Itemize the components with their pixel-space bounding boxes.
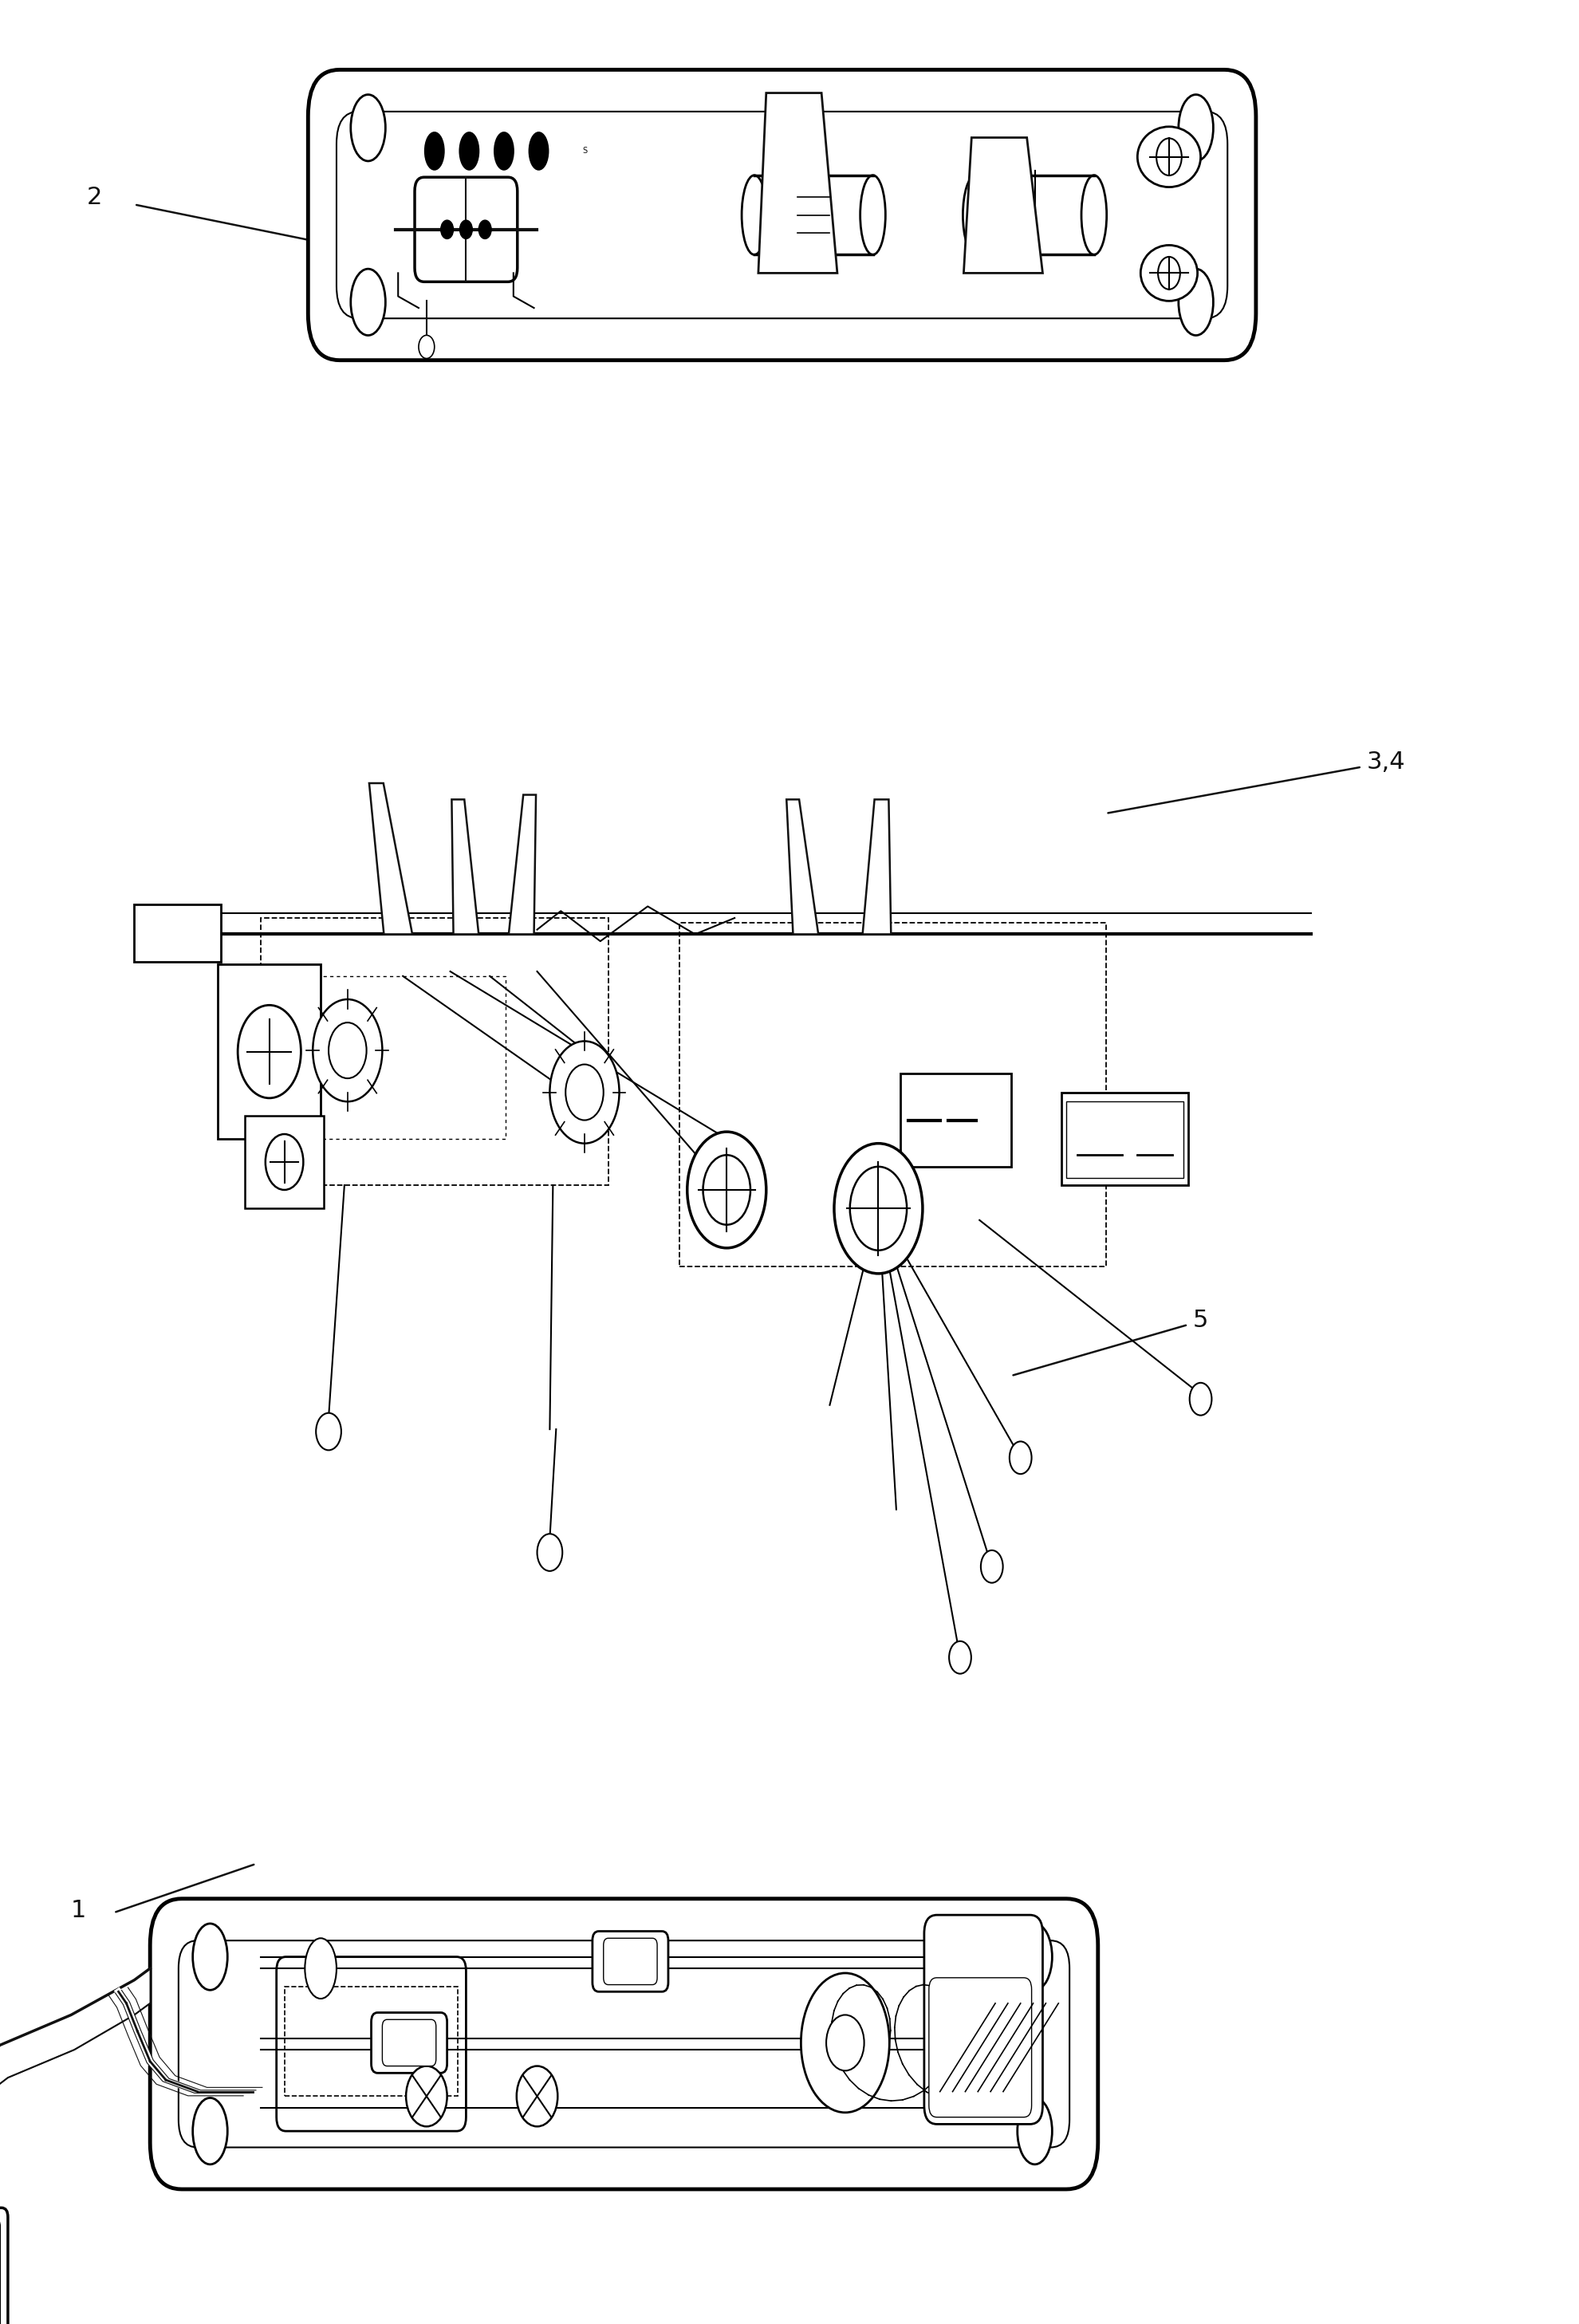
Ellipse shape xyxy=(193,1924,227,1989)
Circle shape xyxy=(1009,1441,1031,1473)
Circle shape xyxy=(981,1550,1003,1583)
FancyBboxPatch shape xyxy=(178,1941,1069,2147)
Bar xyxy=(1066,1102,1183,1178)
Circle shape xyxy=(834,1143,922,1274)
Bar xyxy=(900,1074,1011,1167)
Text: 3,4: 3,4 xyxy=(1366,751,1405,774)
FancyBboxPatch shape xyxy=(592,1931,668,1992)
Polygon shape xyxy=(452,799,478,934)
Polygon shape xyxy=(369,783,412,934)
Circle shape xyxy=(949,1641,971,1673)
Ellipse shape xyxy=(425,132,444,170)
Ellipse shape xyxy=(801,1973,889,2113)
Polygon shape xyxy=(862,799,891,934)
Circle shape xyxy=(850,1167,906,1250)
Bar xyxy=(316,976,505,1139)
Ellipse shape xyxy=(305,1938,336,1999)
FancyBboxPatch shape xyxy=(924,1915,1042,2124)
Circle shape xyxy=(316,1413,341,1450)
Circle shape xyxy=(406,2066,447,2126)
FancyBboxPatch shape xyxy=(336,112,1227,318)
Text: 1: 1 xyxy=(71,1899,87,1922)
FancyBboxPatch shape xyxy=(382,2020,436,2066)
Circle shape xyxy=(237,1004,302,1099)
Circle shape xyxy=(826,2015,864,2071)
Circle shape xyxy=(441,221,453,239)
Bar xyxy=(284,1987,458,2096)
Ellipse shape xyxy=(459,132,478,170)
Bar xyxy=(1061,1092,1187,1185)
Ellipse shape xyxy=(1140,244,1197,300)
Ellipse shape xyxy=(1017,1924,1052,1989)
FancyBboxPatch shape xyxy=(150,1899,1097,2189)
Text: 2: 2 xyxy=(87,186,103,209)
Circle shape xyxy=(703,1155,750,1225)
FancyBboxPatch shape xyxy=(276,1957,466,2131)
Polygon shape xyxy=(508,795,535,934)
Circle shape xyxy=(516,2066,557,2126)
Circle shape xyxy=(459,221,472,239)
Ellipse shape xyxy=(963,174,988,256)
Bar xyxy=(679,923,1105,1267)
Ellipse shape xyxy=(193,2099,227,2164)
Ellipse shape xyxy=(1178,95,1213,160)
FancyBboxPatch shape xyxy=(603,1938,657,1985)
Ellipse shape xyxy=(1080,174,1105,256)
Ellipse shape xyxy=(1137,128,1200,188)
FancyBboxPatch shape xyxy=(0,2208,8,2324)
Text: 5: 5 xyxy=(1192,1308,1208,1332)
Ellipse shape xyxy=(861,174,884,256)
Polygon shape xyxy=(0,1968,150,2143)
Polygon shape xyxy=(786,799,818,934)
Circle shape xyxy=(1157,256,1180,290)
Ellipse shape xyxy=(351,95,385,160)
Polygon shape xyxy=(963,137,1042,274)
Polygon shape xyxy=(758,93,837,274)
FancyBboxPatch shape xyxy=(371,2013,447,2073)
Bar xyxy=(134,904,221,962)
FancyBboxPatch shape xyxy=(308,70,1255,360)
Bar xyxy=(245,1116,324,1208)
FancyBboxPatch shape xyxy=(928,1978,1031,2117)
Ellipse shape xyxy=(742,174,767,256)
Circle shape xyxy=(478,221,491,239)
Bar xyxy=(261,918,608,1185)
Circle shape xyxy=(537,1534,562,1571)
Circle shape xyxy=(328,1023,366,1078)
Circle shape xyxy=(313,999,382,1102)
Ellipse shape xyxy=(494,132,513,170)
Circle shape xyxy=(1189,1383,1211,1415)
Ellipse shape xyxy=(529,132,548,170)
Ellipse shape xyxy=(351,270,385,335)
Circle shape xyxy=(565,1064,603,1120)
Circle shape xyxy=(265,1134,303,1190)
FancyBboxPatch shape xyxy=(415,177,518,281)
Ellipse shape xyxy=(1178,270,1213,335)
Ellipse shape xyxy=(1017,2099,1052,2164)
Bar xyxy=(218,964,321,1139)
Circle shape xyxy=(418,335,434,358)
Circle shape xyxy=(549,1041,619,1143)
Circle shape xyxy=(687,1132,766,1248)
Text: S: S xyxy=(581,146,587,156)
Circle shape xyxy=(1156,139,1181,177)
